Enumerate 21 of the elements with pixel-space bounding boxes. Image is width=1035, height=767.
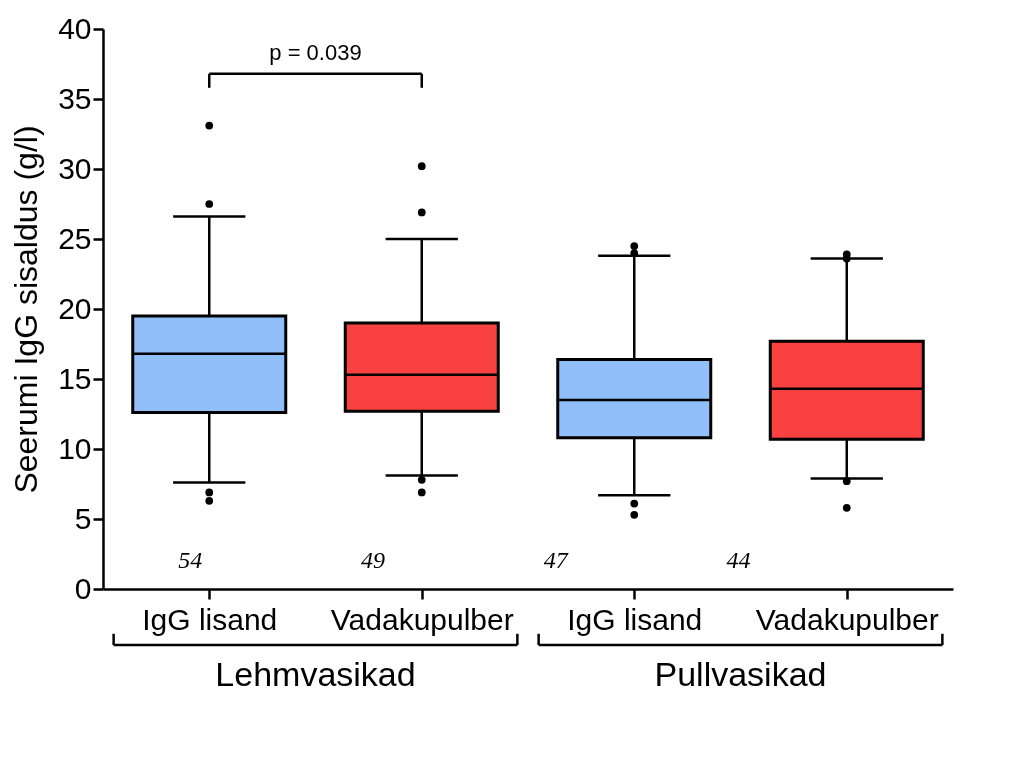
annotation: p = 0.039	[269, 40, 362, 66]
annotation: 54	[178, 547, 203, 573]
annotation: 47	[543, 547, 569, 573]
annotation: 44	[726, 547, 751, 573]
y-axis-title: Seerumi IgG sisaldus (g/l)	[8, 125, 45, 494]
y-tick-label: 25	[58, 221, 92, 255]
x-tick-label: IgG lisand	[142, 602, 278, 636]
y-tick-label: 20	[58, 291, 92, 325]
x-tick-label: IgG lisand	[567, 602, 703, 636]
y-tick-label: 30	[58, 151, 92, 185]
y-tick-label: 10	[58, 431, 92, 465]
text: Pullvasikad	[654, 655, 827, 693]
y-tick-label: 15	[58, 361, 92, 395]
y-tick-label: 0	[74, 571, 92, 605]
x-tick-label: Vadakupulber	[330, 602, 514, 636]
annotation: 49	[360, 547, 385, 573]
x-tick-label: Vadakupulber	[755, 602, 939, 636]
y-tick-label: 35	[58, 81, 92, 115]
y-tick-label: 40	[58, 11, 92, 45]
y-tick-label: 5	[74, 501, 92, 535]
text: Lehmvasikad	[215, 655, 416, 693]
